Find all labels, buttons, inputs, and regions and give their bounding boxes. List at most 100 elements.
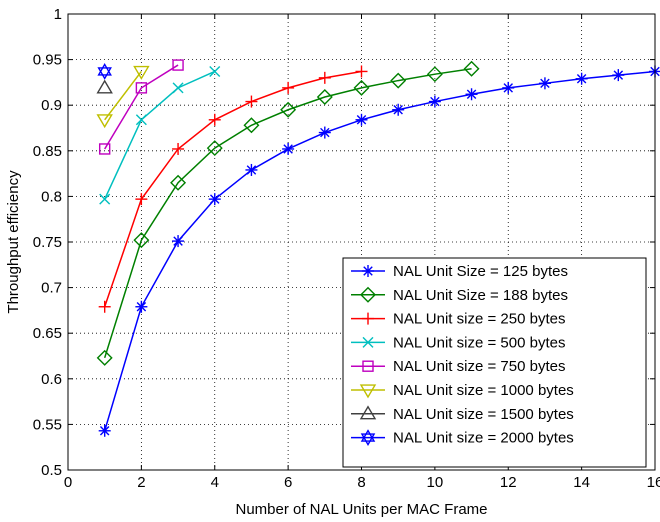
- data-point: [206, 140, 223, 157]
- x-tick-label: 10: [427, 474, 444, 491]
- legend-label: NAL Unit size = 250 bytes: [393, 311, 565, 328]
- y-tick-label: 0.65: [33, 325, 62, 342]
- legend-item: NAL Unit size = 250 bytes: [351, 311, 565, 328]
- data-point: [96, 79, 113, 94]
- legend-marker: [360, 286, 376, 303]
- legend: NAL Unit Size = 125 bytes NAL Unit Size =…: [342, 257, 647, 468]
- legend-box: [342, 257, 647, 468]
- data-point: [208, 193, 221, 206]
- series-3: [98, 65, 368, 313]
- data-point: [575, 72, 588, 85]
- data-point: [96, 349, 113, 366]
- data-point: [98, 143, 111, 155]
- y-tick-label: 0.95: [33, 52, 62, 69]
- legend-marker: [359, 384, 377, 399]
- data-point: [170, 174, 187, 191]
- legend-item: NAL Unit Size = 188 bytes: [351, 287, 568, 304]
- data-point: [353, 79, 370, 96]
- data-point: [172, 59, 184, 71]
- data-point: [463, 60, 480, 77]
- data-point: [172, 142, 185, 155]
- legend-label: NAL Unit size = 750 bytes: [393, 358, 565, 375]
- data-point: [392, 103, 405, 116]
- data-point: [209, 65, 221, 77]
- data-point: [243, 117, 260, 134]
- data-point: [98, 424, 111, 437]
- series-line: [104, 64, 179, 150]
- y-tick-label: 0.5: [41, 462, 62, 479]
- data-point: [316, 89, 333, 105]
- legend-label: NAL Unit size = 1500 bytes: [393, 406, 574, 423]
- data-point: [502, 81, 515, 94]
- data-point: [318, 71, 331, 84]
- x-tick-label: 2: [137, 474, 145, 491]
- legend-marker: [362, 312, 374, 325]
- series-5: [98, 59, 184, 155]
- y-tick-label: 0.85: [33, 143, 62, 160]
- data-point: [426, 66, 443, 83]
- data-point: [135, 114, 147, 126]
- data-point: [390, 72, 407, 89]
- y-tick-label: 0.8: [41, 188, 62, 205]
- x-tick-label: 16: [647, 474, 660, 491]
- y-tick-label: 0.55: [33, 416, 62, 433]
- data-point: [245, 163, 258, 176]
- x-axis-label: Number of NAL Units per MAC Frame: [235, 501, 487, 518]
- x-tick-label: 12: [500, 474, 517, 491]
- data-point: [282, 81, 295, 94]
- y-tick-label: 0.6: [41, 371, 62, 388]
- legend-item: NAL Unit size = 750 bytes: [351, 358, 565, 375]
- legend-marker: [360, 429, 376, 447]
- legend-item: NAL Unit size = 2000 bytes: [351, 429, 574, 447]
- data-point: [465, 88, 478, 101]
- data-point: [172, 82, 184, 94]
- legend-label: NAL Unit Size = 125 bytes: [393, 263, 568, 280]
- series-7: [96, 79, 113, 94]
- data-point: [428, 95, 441, 108]
- series-line: [103, 70, 656, 431]
- data-point: [355, 113, 368, 126]
- data-point: [133, 65, 150, 80]
- series-line: [104, 71, 142, 121]
- legend-marker: [362, 336, 374, 348]
- data-point: [135, 82, 148, 94]
- data-point: [99, 193, 111, 205]
- series-4: [99, 65, 221, 205]
- legend-item: NAL Unit size = 1500 bytes: [351, 405, 574, 423]
- data-point: [245, 95, 258, 108]
- x-tick-label: 8: [357, 474, 365, 491]
- y-tick-label: 0.7: [41, 280, 62, 297]
- series-2: [96, 60, 480, 366]
- legend-item: NAL Unit Size = 125 bytes: [351, 263, 568, 280]
- data-point: [133, 232, 150, 249]
- data-point: [96, 114, 113, 129]
- x-tick-label: 6: [284, 474, 292, 491]
- legend-marker: [362, 360, 374, 372]
- data-point: [135, 193, 148, 206]
- legend-item: NAL Unit size = 500 bytes: [351, 334, 565, 351]
- data-point: [280, 101, 297, 118]
- legend-label: NAL Unit size = 500 bytes: [393, 334, 565, 351]
- series-line: [104, 70, 216, 200]
- x-tick-label: 0: [64, 474, 72, 491]
- data-point: [538, 77, 551, 90]
- y-tick-label: 0.9: [41, 97, 62, 114]
- x-tick-label: 4: [211, 474, 219, 491]
- data-point: [282, 142, 295, 155]
- data-point: [355, 65, 368, 78]
- series-6: [96, 65, 150, 129]
- legend-label: NAL Unit size = 2000 bytes: [393, 430, 574, 447]
- legend-item: NAL Unit size = 1000 bytes: [351, 382, 574, 399]
- legend-label: NAL Unit Size = 188 bytes: [393, 287, 568, 304]
- data-point: [98, 300, 111, 313]
- legend-marker: [359, 405, 377, 420]
- data-point: [612, 69, 625, 82]
- legend-marker: [362, 265, 374, 277]
- series-line: [103, 67, 472, 359]
- y-tick-label: 1: [54, 6, 62, 23]
- data-point: [318, 126, 331, 139]
- data-point: [208, 113, 221, 126]
- y-axis-label: Throughput efficiency: [5, 170, 22, 314]
- data-point: [135, 300, 148, 313]
